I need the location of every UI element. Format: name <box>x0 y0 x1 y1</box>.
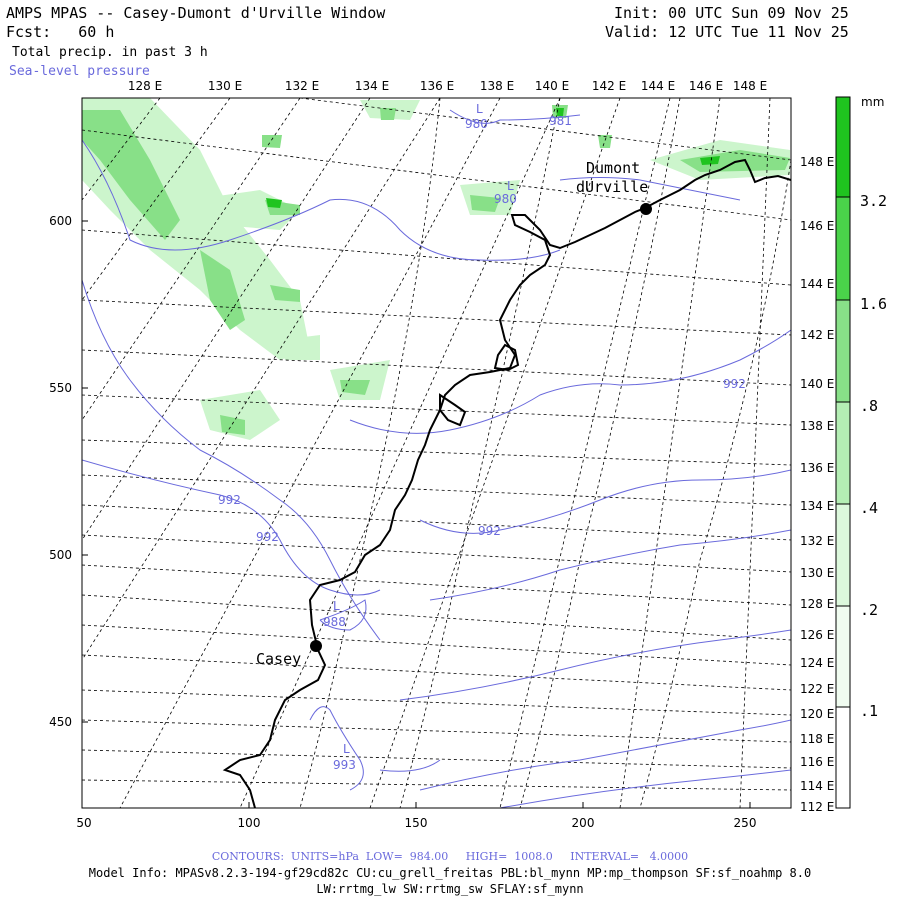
station-dot-casey <box>310 640 322 652</box>
station-label-dumont-line2: dUrville <box>576 178 648 196</box>
low-mark: L <box>333 599 340 613</box>
stations: Dumont dUrville Casey <box>256 159 652 668</box>
svg-text:132 E: 132 E <box>800 534 834 548</box>
svg-text:140 E: 140 E <box>800 377 834 391</box>
contour-info: CONTOURS: UNITS=hPa LOW= 984.00 HIGH= 10… <box>211 850 689 863</box>
x-tick-label: 100 <box>238 816 261 830</box>
svg-text:120 E: 120 E <box>800 707 834 721</box>
svg-text:124 E: 124 E <box>800 656 834 670</box>
coastline <box>222 158 791 808</box>
colorbar-bin-3.2 <box>836 97 850 197</box>
colorbar-bin-below <box>836 707 850 808</box>
svg-text:138 E: 138 E <box>480 79 514 93</box>
colorbar-bin-0.4 <box>836 402 850 504</box>
svg-text:116 E: 116 E <box>800 755 834 769</box>
field-label-slp: Sea-level pressure <box>9 64 150 79</box>
svg-text:134 E: 134 E <box>355 79 389 93</box>
svg-text:114 E: 114 E <box>800 779 834 793</box>
svg-text:112 E: 112 E <box>800 800 834 814</box>
x-tick-label: 200 <box>572 816 595 830</box>
graticule <box>82 98 791 808</box>
svg-text:142 E: 142 E <box>592 79 626 93</box>
svg-text:142 E: 142 E <box>800 328 834 342</box>
colorbar-bin-0.8 <box>836 300 850 402</box>
colorbar-level: 1.6 <box>860 295 887 313</box>
y-axis-ticks: 600 550 500 450 <box>49 214 88 729</box>
colorbar: mm 3.2 1.6 .8 .4 .2 .1 <box>835 95 887 809</box>
station-label-dumont-line1: Dumont <box>586 159 640 177</box>
low-mark: L <box>476 102 483 116</box>
forecast-hour: Fcst: 60 h <box>6 23 115 41</box>
x-tick-label: 50 <box>76 816 91 830</box>
y-tick-label: 500 <box>49 548 72 562</box>
colorbar-level: 3.2 <box>860 192 887 210</box>
colorbar-level: .1 <box>860 702 878 720</box>
svg-text:128 E: 128 E <box>800 597 834 611</box>
y-tick-label: 550 <box>49 381 72 395</box>
y-tick-label: 450 <box>49 715 72 729</box>
x-tick-label: 250 <box>734 816 757 830</box>
colorbar-unit: mm <box>861 95 884 109</box>
svg-text:138 E: 138 E <box>800 419 834 433</box>
model-info: Model Info: MPASv8.2.3-194-gf29cd82c CU:… <box>88 866 812 880</box>
svg-text:126 E: 126 E <box>800 628 834 642</box>
y-tick-label: 600 <box>49 214 72 228</box>
pressure-label: 992 <box>256 530 279 544</box>
svg-text:128 E: 128 E <box>128 79 162 93</box>
pressure-label: 993 <box>333 758 356 772</box>
model-info-line2: LW:rrtmg_lw SW:rrtmg_sw SFLAY:sf_mynn <box>316 882 584 896</box>
svg-text:132 E: 132 E <box>285 79 319 93</box>
low-mark: L <box>507 179 514 193</box>
top-longitude-labels: 128 E 130 E 132 E 134 E 136 E 138 E 140 … <box>128 79 767 93</box>
x-axis-ticks: 50 100 150 200 250 <box>76 802 756 830</box>
svg-text:146 E: 146 E <box>800 219 834 233</box>
plot-frame <box>81 97 792 809</box>
svg-text:144 E: 144 E <box>641 79 675 93</box>
colorbar-level: .8 <box>860 397 878 415</box>
svg-text:122 E: 122 E <box>800 682 834 696</box>
right-latitude-labels: 148 E 146 E 144 E 142 E 140 E 138 E 136 … <box>800 155 834 814</box>
precip-shading <box>82 98 790 440</box>
colorbar-level: .4 <box>860 499 878 517</box>
pressure-label: 992 <box>478 524 501 538</box>
svg-text:118 E: 118 E <box>800 732 834 746</box>
pressure-label: 988 <box>323 615 346 629</box>
map-title: AMPS MPAS -- Casey-Dumont d'Urville Wind… <box>6 4 386 22</box>
pressure-label: 992 <box>218 493 241 507</box>
svg-text:144 E: 144 E <box>800 277 834 291</box>
colorbar-bin-1.6 <box>836 197 850 300</box>
svg-text:130 E: 130 E <box>800 566 834 580</box>
station-label-casey: Casey <box>256 650 301 668</box>
pressure-label: 980 <box>465 117 488 131</box>
x-tick-label: 150 <box>405 816 428 830</box>
colorbar-bin-0.2 <box>836 504 850 606</box>
pressure-labels: L 980 L 980 981 992 992 992 992 L 988 L … <box>218 102 746 772</box>
pressure-label: 981 <box>549 114 572 128</box>
svg-text:148 E: 148 E <box>800 155 834 169</box>
init-time: Init: 00 UTC Sun 09 Nov 25 <box>614 4 849 22</box>
valid-time: Valid: 12 UTC Tue 11 Nov 25 <box>605 23 849 41</box>
svg-text:140 E: 140 E <box>535 79 569 93</box>
slp-contours <box>82 109 791 808</box>
pressure-label: 992 <box>723 377 746 391</box>
pressure-label: 980 <box>494 192 517 206</box>
station-dot-dumont <box>640 203 652 215</box>
svg-text:136 E: 136 E <box>420 79 454 93</box>
colorbar-bin-0.1 <box>836 606 850 707</box>
svg-text:146 E: 146 E <box>689 79 723 93</box>
low-mark: L <box>343 742 350 756</box>
svg-text:134 E: 134 E <box>800 499 834 513</box>
colorbar-level: .2 <box>860 601 878 619</box>
svg-text:136 E: 136 E <box>800 461 834 475</box>
svg-text:148 E: 148 E <box>733 79 767 93</box>
svg-text:130 E: 130 E <box>208 79 242 93</box>
field-label-precip: Total precip. in past 3 h <box>12 45 208 60</box>
